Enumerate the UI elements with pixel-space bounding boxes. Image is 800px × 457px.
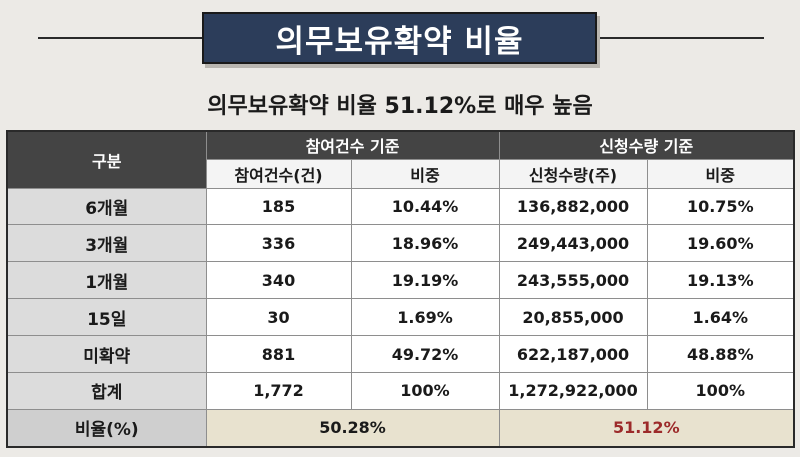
cell-count: 336 [205, 224, 352, 263]
header-group-quantity: 신청수량 기준 [498, 130, 795, 160]
cell-count-share: 19.19% [350, 261, 500, 300]
table-row: 1개월 340 19.19% 243,555,000 19.13% [6, 261, 795, 300]
subheader-participation-count: 참여건수(건) [205, 158, 352, 189]
cell-quantity-share: 19.13% [646, 261, 795, 300]
row-label: 6개월 [6, 187, 207, 226]
title-rule-left [38, 37, 203, 39]
subheader-participation-share: 비중 [350, 158, 500, 189]
subheader-quantity: 신청수량(주) [498, 158, 648, 189]
subheader-quantity-share: 비중 [646, 158, 795, 189]
table-row-ratio: 비율(%) 50.28% 51.12% [6, 408, 795, 448]
table-row: 15일 30 1.69% 20,855,000 1.64% [6, 298, 795, 337]
cell-quantity: 20,855,000 [498, 298, 648, 337]
cell-count-share: 1.69% [350, 298, 500, 337]
cell-quantity: 249,443,000 [498, 224, 648, 263]
cell-quantity: 622,187,000 [498, 335, 648, 373]
cell-quantity: 136,882,000 [498, 187, 648, 226]
subtitle: 의무보유확약 비율 51.12%로 매우 높음 [207, 94, 593, 119]
cell-count-share: 18.96% [350, 224, 500, 263]
cell-quantity-share: 1.64% [646, 298, 795, 337]
row-label: 3개월 [6, 224, 207, 263]
cell-quantity: 1,272,922,000 [498, 371, 648, 410]
cell-count: 881 [205, 335, 352, 373]
ratio-label: 비율(%) [6, 408, 207, 448]
row-label: 합계 [6, 371, 207, 410]
header-category: 구분 [6, 130, 207, 189]
row-label: 미확약 [6, 335, 207, 373]
row-label: 15일 [6, 298, 207, 337]
cell-quantity: 243,555,000 [498, 261, 648, 300]
cell-quantity-share: 100% [646, 371, 795, 410]
cell-count: 1,772 [205, 371, 352, 410]
cell-count-share: 10.44% [350, 187, 500, 226]
cell-count-share: 49.72% [350, 335, 500, 373]
page-title: 의무보유확약 비율 [202, 12, 597, 64]
table-row: 미확약 881 49.72% 622,187,000 48.88% [6, 335, 795, 373]
table-row: 3개월 336 18.96% 249,443,000 19.60% [6, 224, 795, 263]
cell-count-share: 100% [350, 371, 500, 410]
cell-quantity-share: 10.75% [646, 187, 795, 226]
header-group-participation: 참여건수 기준 [205, 130, 500, 160]
row-label: 1개월 [6, 261, 207, 300]
cell-quantity-share: 19.60% [646, 224, 795, 263]
cell-count: 340 [205, 261, 352, 300]
ratio-participation-value: 50.28% [205, 408, 500, 448]
title-rule-right [597, 37, 764, 39]
table-row-total: 합계 1,772 100% 1,272,922,000 100% [6, 371, 795, 410]
ratio-quantity-value: 51.12% [498, 408, 795, 448]
table-row: 6개월 185 10.44% 136,882,000 10.75% [6, 187, 795, 226]
lockup-ratio-table: 구분 참여건수 기준 신청수량 기준 참여건수(건) 비중 신청수량(주) 비중… [6, 130, 796, 448]
cell-quantity-share: 48.88% [646, 335, 795, 373]
cell-count: 30 [205, 298, 352, 337]
cell-count: 185 [205, 187, 352, 226]
